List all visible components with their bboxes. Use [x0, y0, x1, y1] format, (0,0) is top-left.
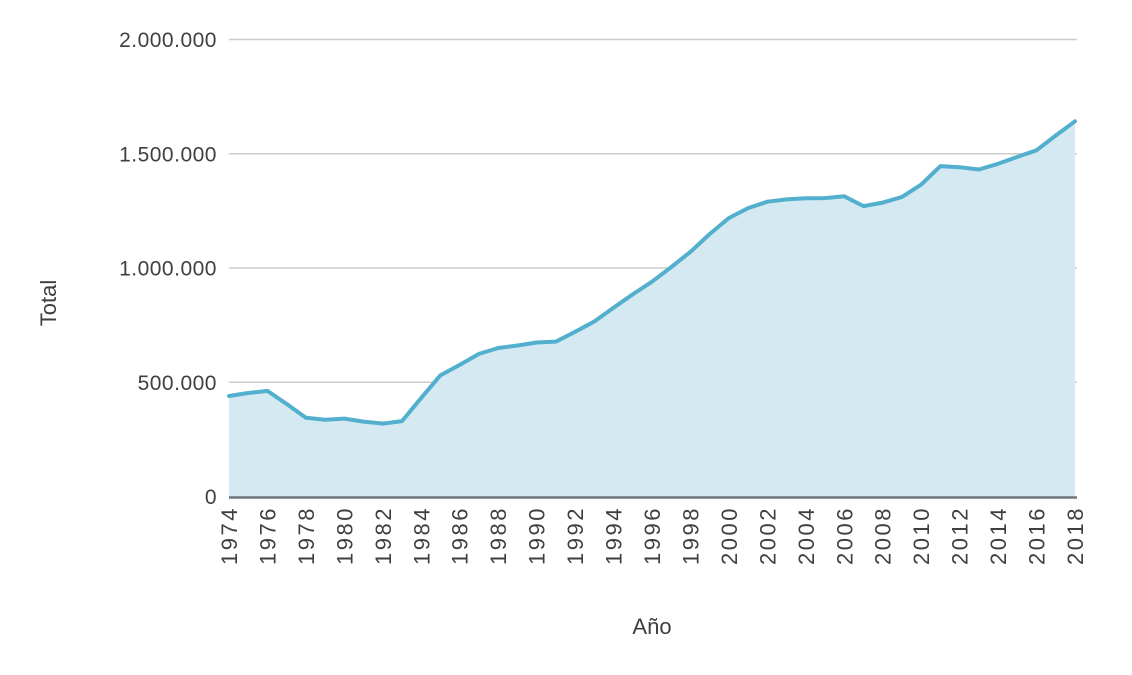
- line-series: [227, 119, 1077, 426]
- x-tick-label: 1996: [640, 506, 665, 565]
- x-tick-label: 2002: [755, 506, 780, 565]
- x-tick-label: 1974: [217, 506, 242, 565]
- x-tick-label: 2016: [1025, 506, 1050, 565]
- x-tick-label: 1982: [371, 506, 396, 565]
- x-axis-title: Año: [632, 614, 671, 639]
- x-axis-tick-labels: 1974 1976 1978 1980 1982 1984 1986 1988 1990 1992…: [217, 506, 1088, 565]
- x-tick-label: 1986: [448, 506, 473, 565]
- y-tick-label: 1.500.000: [119, 143, 217, 166]
- x-tick-label: 2006: [832, 506, 857, 565]
- y-axis-tick-labels: 0 500.000 1.000.000 1.500.000 2.000.000: [119, 29, 217, 509]
- x-tick-label: 1992: [563, 506, 588, 565]
- x-tick-label: 1976: [255, 506, 280, 565]
- x-tick-label: 1990: [525, 506, 550, 565]
- x-tick-label: 1978: [294, 506, 319, 565]
- x-tick-label: 1998: [678, 506, 703, 565]
- x-tick-label: 1984: [409, 506, 434, 565]
- x-tick-label: 2018: [1063, 506, 1088, 565]
- x-tick-label: 2014: [986, 506, 1011, 565]
- y-tick-label: 500.000: [138, 372, 217, 395]
- x-tick-label: 2012: [948, 506, 973, 565]
- x-tick-label: 2010: [909, 506, 934, 565]
- area-series-fill: [229, 121, 1075, 497]
- x-tick-label: 1988: [486, 506, 511, 565]
- x-tick-label: 2004: [794, 506, 819, 565]
- y-tick-label: 2.000.000: [119, 29, 217, 52]
- y-tick-label: 1.000.000: [119, 258, 217, 281]
- x-tick-label: 2008: [871, 506, 896, 565]
- y-tick-label: 0: [205, 486, 217, 509]
- x-tick-label: 2000: [717, 506, 742, 565]
- x-tick-label: 1980: [332, 506, 357, 565]
- y-axis-title: Total: [36, 280, 61, 326]
- x-tick-label: 1994: [602, 506, 627, 565]
